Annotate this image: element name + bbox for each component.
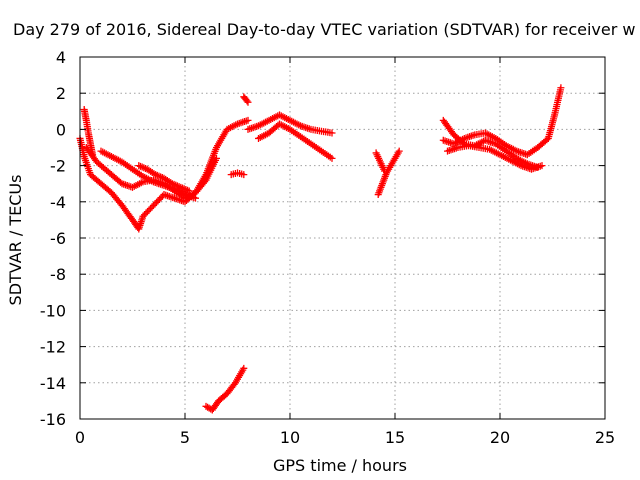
data-point: [557, 84, 565, 92]
data-point: [153, 171, 161, 179]
data-point: [145, 206, 153, 214]
data-point: [151, 200, 159, 208]
data-point: [136, 162, 144, 170]
data-point: [170, 180, 178, 188]
data-point: [182, 185, 190, 193]
series-arc-h: [227, 169, 248, 179]
series-arc-k: [374, 147, 403, 199]
data-point: [173, 182, 181, 190]
series-arc-e: [135, 162, 193, 195]
data-point: [142, 209, 150, 217]
x-tick-label: 15: [385, 428, 405, 447]
series-arc-m: [439, 84, 565, 159]
y-tick-label: -4: [50, 193, 66, 212]
data-point: [244, 116, 252, 124]
y-tick-label: -2: [50, 157, 66, 176]
x-tick-label: 5: [180, 428, 190, 447]
data-point: [184, 186, 192, 194]
series-arc-f: [244, 111, 336, 137]
data-point: [168, 180, 176, 188]
series-arc-i: [240, 93, 252, 106]
y-tick-label: -10: [40, 301, 66, 320]
data-points-layer: [76, 84, 565, 414]
y-tick-label: 4: [56, 48, 66, 67]
data-point: [243, 97, 251, 105]
series-arc-j: [202, 364, 248, 414]
data-point: [538, 162, 546, 170]
data-point: [185, 187, 193, 195]
data-point: [395, 147, 403, 155]
axis-ticks: [79, 56, 606, 420]
y-tick-label: -12: [40, 338, 66, 357]
data-point: [175, 183, 183, 191]
series-arc-o: [444, 142, 546, 173]
data-point: [138, 163, 146, 171]
data-point: [141, 211, 148, 219]
x-axis-label: GPS time / hours: [273, 456, 407, 475]
x-tick-label: 20: [490, 428, 510, 447]
series-arc-g: [255, 120, 336, 162]
series-arc-d: [80, 105, 97, 159]
y-tick-label: -8: [50, 265, 66, 284]
data-point: [180, 185, 188, 193]
data-point: [156, 195, 163, 203]
data-point: [177, 183, 185, 191]
data-point: [244, 98, 252, 106]
x-tick-label: 0: [75, 428, 85, 447]
data-point: [178, 184, 186, 192]
data-point: [240, 171, 248, 179]
data-point: [153, 198, 160, 206]
data-point: [328, 154, 336, 162]
series-arc-l: [372, 149, 388, 175]
tick-labels: 0 5 10 15 20 25 -16 -14 -12 -10 -8 -6 -4 -2 0 2 4: [40, 48, 615, 447]
y-tick-label: -16: [40, 410, 66, 429]
data-point: [147, 205, 154, 213]
data-point: [144, 208, 151, 216]
data-point: [201, 178, 209, 186]
y-tick-label: 2: [56, 84, 66, 103]
y-tick-label: 0: [56, 120, 66, 139]
data-point: [139, 212, 147, 220]
data-point: [89, 151, 97, 159]
data-point: [154, 197, 162, 205]
data-point: [135, 162, 143, 170]
data-point: [150, 201, 157, 209]
x-tick-label: 25: [595, 428, 615, 447]
data-point: [192, 194, 199, 202]
y-axis-label: SDTVAR / TECUs: [6, 175, 25, 306]
data-point: [328, 129, 336, 137]
grid-layer: [80, 57, 605, 419]
data-point: [240, 364, 248, 372]
data-point: [381, 167, 388, 175]
data-point: [213, 154, 220, 162]
data-point: [152, 171, 160, 179]
series-arc-c: [97, 147, 199, 202]
data-point: [157, 173, 165, 181]
data-point: [155, 172, 163, 180]
data-point: [172, 181, 180, 189]
data-point: [148, 203, 156, 211]
data-point: [140, 164, 148, 172]
y-tick-label: -14: [40, 374, 66, 393]
x-tick-label: 10: [280, 428, 300, 447]
chart-title: Day 279 of 2016, Sidereal Day-to-day VTE…: [13, 20, 635, 39]
data-point: [157, 194, 165, 202]
y-tick-label: -6: [50, 229, 66, 248]
